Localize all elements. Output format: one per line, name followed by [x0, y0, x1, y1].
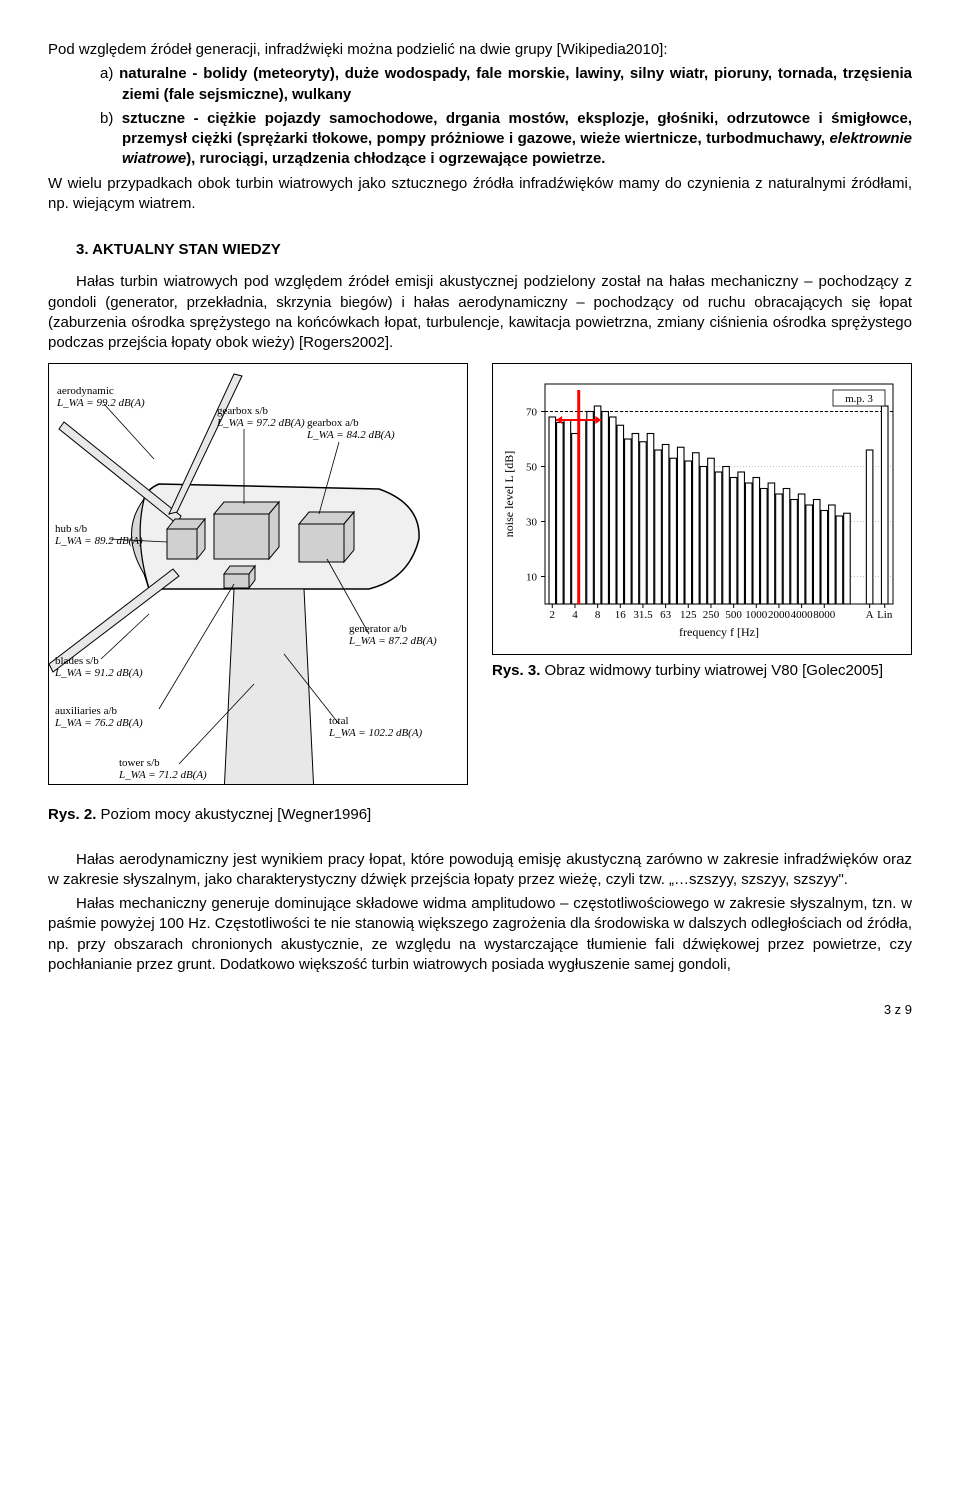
list-b-prefix: b) [100, 110, 113, 127]
list-a-prefix: a) [100, 65, 113, 82]
svg-text:250: 250 [703, 609, 720, 621]
svg-text:L_WA = 91.2 dB(A): L_WA = 91.2 dB(A) [54, 667, 143, 679]
svg-text:total: total [329, 715, 349, 727]
svg-text:blades s/b: blades s/b [55, 655, 99, 667]
svg-text:16: 16 [615, 609, 627, 621]
svg-text:Lin: Lin [877, 609, 893, 621]
svg-text:70: 70 [526, 407, 538, 419]
svg-text:aerodynamic: aerodynamic [57, 385, 114, 397]
svg-text:noise level L [dB]: noise level L [dB] [502, 451, 516, 538]
svg-text:63: 63 [660, 609, 672, 621]
svg-text:500: 500 [725, 609, 742, 621]
svg-text:30: 30 [526, 517, 538, 529]
svg-text:10: 10 [526, 572, 538, 584]
svg-text:2000: 2000 [768, 609, 791, 621]
list-item-a: a) naturalne - bolidy (meteoryty), duże … [100, 64, 912, 105]
svg-text:50: 50 [526, 462, 538, 474]
svg-text:L_WA = 76.2 dB(A): L_WA = 76.2 dB(A) [54, 717, 143, 729]
svg-text:8: 8 [595, 609, 601, 621]
figure-3: 10 30 50 70 m.p. 3 2 4 8 16 31.5 63 125 250 500100020… [492, 363, 912, 685]
svg-text:8000: 8000 [813, 609, 836, 621]
para-aero: Hałas aerodynamiczny jest wynikiem pracy… [48, 850, 912, 891]
figure-3-box: 10 30 50 70 m.p. 3 2 4 8 16 31.5 63 125 250 500100020… [492, 363, 912, 655]
svg-text:gearbox a/b: gearbox a/b [307, 417, 359, 429]
svg-text:31.5: 31.5 [633, 609, 653, 621]
list-item-b: b) sztuczne - ciężkie pojazdy samochodow… [100, 109, 912, 170]
figures-row: aerodynamic L_WA = 99.2 dB(A) gearbox s/… [48, 363, 912, 829]
section-heading: 3. AKTUALNY STAN WIEDZY [48, 240, 912, 260]
svg-text:tower s/b: tower s/b [119, 757, 160, 769]
spectrum-chart: 10 30 50 70 m.p. 3 2 4 8 16 31.5 63 125 250 500100020… [497, 370, 907, 650]
turbine-diagram: aerodynamic L_WA = 99.2 dB(A) gearbox s/… [49, 364, 469, 784]
para-section-body: Hałas turbin wiatrowych pod względem źró… [48, 272, 912, 353]
list-a-bold: naturalne - bolidy (meteoryty), duże wod… [113, 65, 912, 102]
fig3-caption-text: Obraz widmowy turbiny wiatrowej V80 [Gol… [540, 662, 883, 679]
svg-text:L_WA = 87.2 dB(A): L_WA = 87.2 dB(A) [348, 635, 437, 647]
fig2-caption-text: Poziom mocy akustycznej [Wegner1996] [96, 806, 371, 823]
svg-text:frequency f [Hz]: frequency f [Hz] [679, 625, 759, 639]
para-mech: Hałas mechaniczny generuje dominujące sk… [48, 894, 912, 975]
svg-text:hub s/b: hub s/b [55, 523, 88, 535]
page-number: 3 z 9 [48, 1001, 912, 1019]
svg-text:generator a/b: generator a/b [349, 623, 407, 635]
svg-text:1000: 1000 [745, 609, 768, 621]
fig2-caption-bold: Rys. 2. [48, 806, 96, 823]
section-title-text: AKTUALNY STAN WIEDZY [92, 241, 281, 258]
svg-text:4: 4 [572, 609, 578, 621]
fig3-caption-bold: Rys. 3. [492, 662, 540, 679]
svg-text:m.p. 3: m.p. 3 [845, 393, 873, 405]
svg-text:auxiliaries a/b: auxiliaries a/b [55, 705, 118, 717]
svg-text:L_WA = 97.2 dB(A): L_WA = 97.2 dB(A) [216, 417, 305, 429]
para-followup: W wielu przypadkach obok turbin wiatrowy… [48, 174, 912, 215]
svg-text:A: A [866, 609, 874, 621]
section-number: 3. [76, 241, 89, 258]
figure-3-caption: Rys. 3. Obraz widmowy turbiny wiatrowej … [492, 661, 912, 681]
svg-text:L_WA = 99.2 dB(A): L_WA = 99.2 dB(A) [56, 397, 145, 409]
svg-text:2: 2 [550, 609, 556, 621]
svg-text:125: 125 [680, 609, 697, 621]
figure-2: aerodynamic L_WA = 99.2 dB(A) gearbox s/… [48, 363, 468, 829]
svg-text:4000: 4000 [791, 609, 814, 621]
svg-text:L_WA = 102.2 dB(A): L_WA = 102.2 dB(A) [328, 727, 423, 739]
para-intro: Pod względem źródeł generacji, infradźwi… [48, 40, 912, 60]
svg-text:gearbox s/b: gearbox s/b [217, 405, 269, 417]
figure-2-box: aerodynamic L_WA = 99.2 dB(A) gearbox s/… [48, 363, 468, 785]
list-b-bold: sztuczne - ciężkie pojazdy samochodowe, … [113, 110, 912, 168]
svg-text:L_WA = 89.2 dB(A): L_WA = 89.2 dB(A) [54, 535, 143, 547]
figure-2-caption: Rys. 2. Poziom mocy akustycznej [Wegner1… [48, 805, 468, 825]
svg-text:L_WA = 71.2 dB(A): L_WA = 71.2 dB(A) [118, 769, 207, 781]
svg-text:L_WA = 84.2 dB(A): L_WA = 84.2 dB(A) [306, 429, 395, 441]
